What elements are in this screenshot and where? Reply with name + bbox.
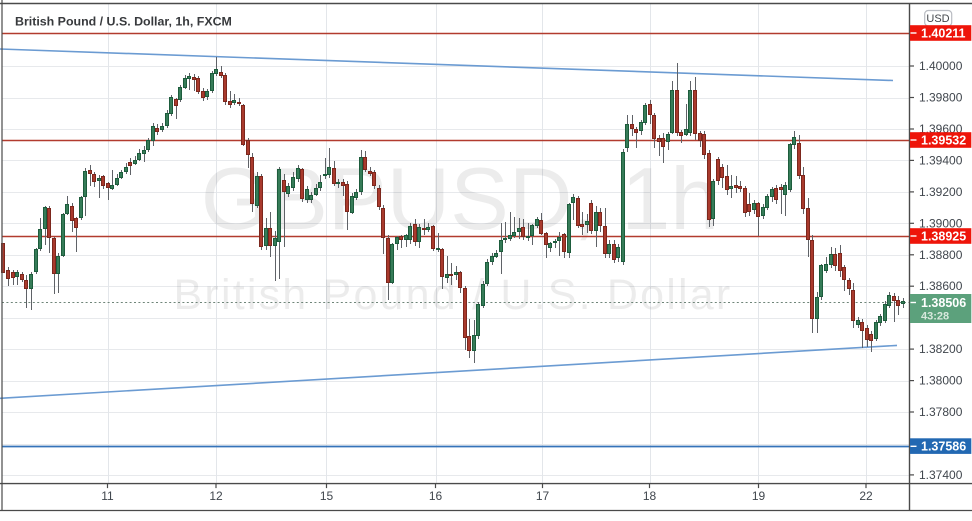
svg-text:1.37800: 1.37800 [919, 405, 963, 419]
svg-text:43:28: 43:28 [921, 311, 949, 323]
svg-text:12: 12 [209, 489, 223, 503]
svg-text:1.39400: 1.39400 [919, 153, 963, 167]
svg-text:USD: USD [926, 13, 949, 25]
svg-text:British Pound / U.S. Dollar, 1: British Pound / U.S. Dollar, 1h, FXCM [15, 15, 232, 29]
svg-text:GBPUSD, 1h: GBPUSD, 1h [201, 149, 719, 248]
svg-text:1.38800: 1.38800 [919, 248, 963, 262]
svg-text:1.40211: 1.40211 [921, 26, 966, 40]
svg-text:1.38506: 1.38506 [921, 296, 966, 310]
svg-text:1.38000: 1.38000 [919, 374, 963, 388]
svg-text:1.39200: 1.39200 [919, 185, 963, 199]
svg-text:22: 22 [859, 489, 873, 503]
svg-text:1.38925: 1.38925 [921, 229, 966, 243]
svg-text:16: 16 [429, 489, 443, 503]
svg-text:19: 19 [752, 489, 766, 503]
svg-text:1.39532: 1.39532 [921, 133, 966, 147]
svg-text:British Pound / U.S. Dollar: British Pound / U.S. Dollar [174, 271, 733, 319]
svg-text:1.38600: 1.38600 [919, 279, 963, 293]
svg-text:1.37400: 1.37400 [919, 468, 963, 482]
svg-text:1.39000: 1.39000 [919, 216, 963, 230]
svg-text:17: 17 [536, 489, 550, 503]
svg-text:1.39800: 1.39800 [919, 91, 963, 105]
svg-text:1.37586: 1.37586 [921, 440, 966, 454]
svg-text:15: 15 [320, 489, 334, 503]
svg-text:1.40000: 1.40000 [919, 59, 963, 73]
svg-text:1.38200: 1.38200 [919, 342, 963, 356]
svg-text:18: 18 [643, 489, 657, 503]
svg-text:11: 11 [101, 489, 114, 503]
